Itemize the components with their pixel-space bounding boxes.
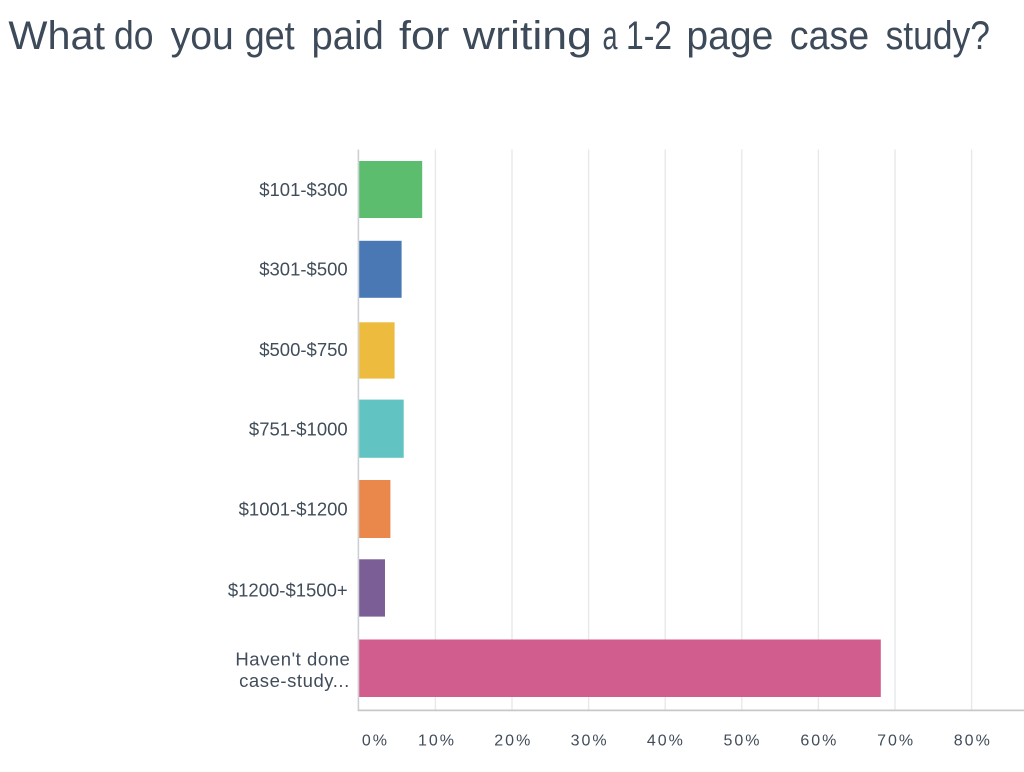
svg-text:$1200-$1500+: $1200-$1500+ — [228, 580, 348, 601]
svg-text:get: get — [245, 14, 295, 58]
svg-text:80%: 80% — [954, 732, 992, 749]
svg-text:$101-$300: $101-$300 — [259, 179, 347, 200]
svg-text:$1001-$1200: $1001-$1200 — [239, 498, 348, 519]
svg-text:40%: 40% — [647, 732, 685, 749]
svg-text:paid: paid — [312, 14, 384, 58]
svg-text:$751-$1000: $751-$1000 — [249, 418, 348, 439]
svg-text:70%: 70% — [877, 732, 915, 749]
svg-text:for: for — [399, 14, 449, 58]
svg-text:30%: 30% — [571, 732, 609, 749]
svg-text:page: page — [686, 14, 773, 58]
svg-text:$500-$750: $500-$750 — [259, 339, 347, 360]
svg-text:case: case — [790, 14, 869, 58]
svg-text:10%: 10% — [418, 732, 456, 749]
svg-text:50%: 50% — [723, 732, 761, 749]
svg-text:$301-$500: $301-$500 — [259, 259, 347, 280]
svg-text:60%: 60% — [800, 732, 838, 749]
svg-text:0%: 0% — [362, 732, 389, 749]
svg-text:do: do — [114, 14, 154, 58]
svg-text:case-study...: case-study... — [239, 670, 350, 691]
svg-text:a: a — [603, 14, 619, 58]
svg-text:What: What — [8, 14, 105, 58]
svg-text:1-2: 1-2 — [626, 14, 672, 58]
svg-text:writing: writing — [462, 14, 592, 58]
svg-text:Haven't done: Haven't done — [235, 648, 350, 669]
svg-text:study?: study? — [886, 14, 990, 58]
svg-text:20%: 20% — [494, 732, 532, 749]
svg-text:you: you — [171, 14, 234, 58]
